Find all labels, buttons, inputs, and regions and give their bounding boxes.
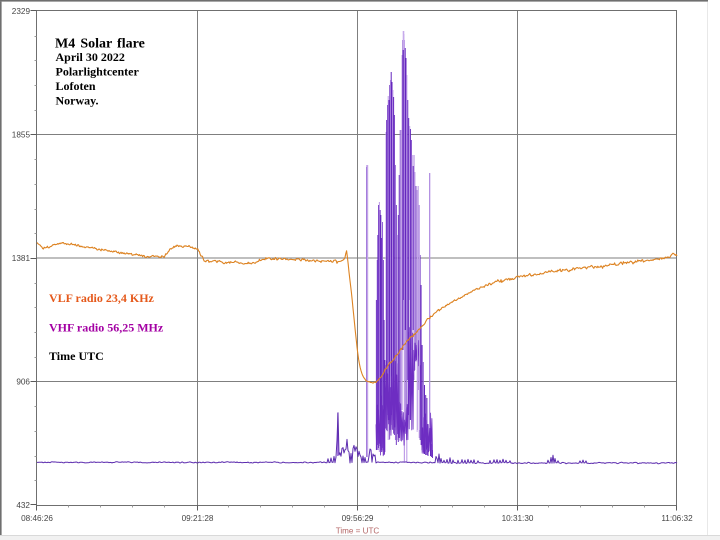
svg-text:Norway.: Norway. bbox=[56, 94, 99, 108]
svg-text:2329: 2329 bbox=[12, 7, 31, 16]
svg-text:11:06:32: 11:06:32 bbox=[661, 514, 693, 523]
svg-text:10:31:30: 10:31:30 bbox=[502, 514, 534, 523]
svg-text:Time = UTC: Time = UTC bbox=[336, 526, 380, 535]
svg-text:906: 906 bbox=[16, 377, 30, 386]
svg-text:Lofoten: Lofoten bbox=[56, 79, 96, 93]
svg-text:M4 Solar flare: M4 Solar flare bbox=[55, 37, 145, 52]
svg-text:Polarlightcenter: Polarlightcenter bbox=[56, 65, 140, 79]
svg-text:VLF radio 23,4 KHz: VLF radio 23,4 KHz bbox=[49, 291, 155, 305]
svg-text:09:56:29: 09:56:29 bbox=[342, 514, 374, 523]
svg-text:1381: 1381 bbox=[12, 254, 31, 263]
svg-text:09:21:28: 09:21:28 bbox=[182, 514, 214, 523]
svg-text:1855: 1855 bbox=[12, 130, 31, 139]
svg-text:Time UTC: Time UTC bbox=[49, 349, 104, 363]
svg-text:VHF radio 56,25 MHz: VHF radio 56,25 MHz bbox=[49, 321, 164, 335]
svg-text:08:46:26: 08:46:26 bbox=[21, 514, 53, 523]
svg-text:April 30 2022: April 30 2022 bbox=[56, 50, 125, 64]
svg-text:432: 432 bbox=[16, 501, 30, 510]
